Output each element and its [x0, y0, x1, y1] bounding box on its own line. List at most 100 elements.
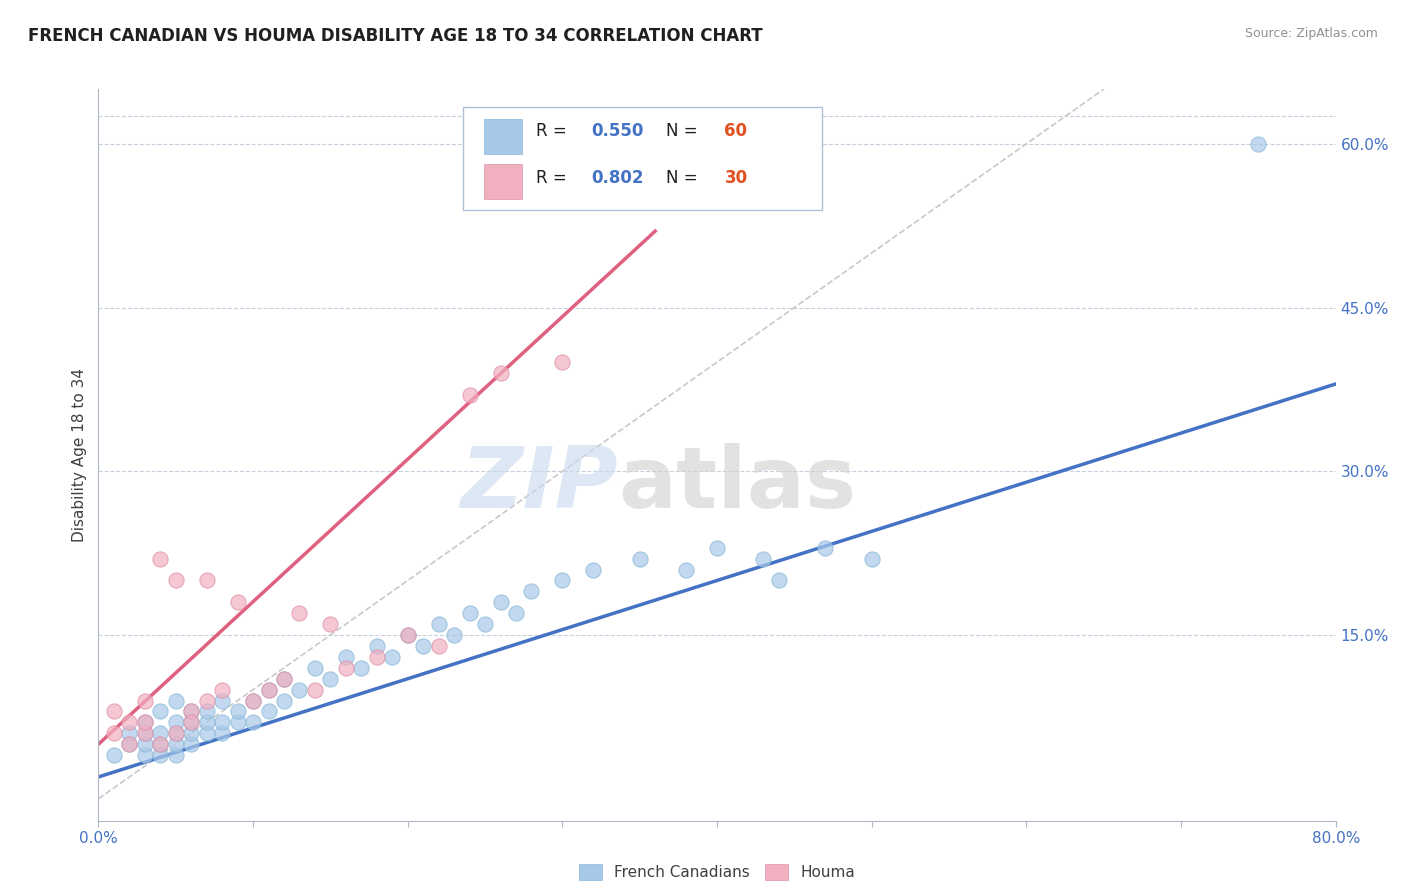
Text: FRENCH CANADIAN VS HOUMA DISABILITY AGE 18 TO 34 CORRELATION CHART: FRENCH CANADIAN VS HOUMA DISABILITY AGE … [28, 27, 762, 45]
Point [149, 551, 172, 566]
Point [350, 661, 373, 675]
Point [118, 715, 141, 730]
Point [335, 649, 357, 664]
Text: N =: N = [666, 169, 703, 186]
Point [134, 715, 156, 730]
Point [458, 606, 481, 620]
Point [860, 551, 883, 566]
Point [288, 682, 311, 697]
Point [165, 715, 187, 730]
FancyBboxPatch shape [464, 108, 823, 210]
Point [134, 693, 156, 707]
Point [366, 649, 388, 664]
Point [335, 661, 357, 675]
Point [768, 574, 790, 588]
FancyBboxPatch shape [485, 163, 522, 199]
Text: atlas: atlas [619, 442, 856, 525]
Point [134, 737, 156, 751]
Point [195, 715, 218, 730]
Point [134, 726, 156, 740]
Point [118, 737, 141, 751]
Point [211, 715, 233, 730]
Point [273, 672, 295, 686]
Point [814, 541, 837, 555]
Point [226, 595, 249, 609]
Point [211, 693, 233, 707]
Point [304, 682, 326, 697]
Point [195, 726, 218, 740]
Point [412, 639, 434, 653]
Point [149, 705, 172, 719]
Point [165, 737, 187, 751]
Text: 30: 30 [724, 169, 748, 186]
Point [257, 705, 280, 719]
Point [226, 715, 249, 730]
Text: R =: R = [537, 122, 572, 140]
Point [165, 748, 187, 763]
Point [273, 693, 295, 707]
Point [165, 574, 187, 588]
Point [319, 672, 342, 686]
Point [165, 726, 187, 740]
Point [706, 541, 728, 555]
Point [134, 715, 156, 730]
Text: ZIP: ZIP [460, 442, 619, 525]
Point [211, 682, 233, 697]
Point [551, 574, 574, 588]
Point [551, 355, 574, 369]
Point [381, 649, 404, 664]
Text: N =: N = [666, 122, 703, 140]
Point [149, 726, 172, 740]
FancyBboxPatch shape [485, 119, 522, 154]
Point [118, 737, 141, 751]
Point [180, 715, 202, 730]
Point [103, 726, 125, 740]
Point [582, 563, 605, 577]
Point [180, 726, 202, 740]
Point [180, 705, 202, 719]
Point [149, 748, 172, 763]
Point [103, 748, 125, 763]
Point [180, 715, 202, 730]
Point [180, 737, 202, 751]
Point [489, 595, 512, 609]
Point [288, 606, 311, 620]
Text: 0.550: 0.550 [591, 122, 643, 140]
Point [319, 617, 342, 632]
Point [257, 682, 280, 697]
Point [195, 705, 218, 719]
Text: R =: R = [537, 169, 572, 186]
Point [505, 606, 527, 620]
Point [396, 628, 419, 642]
Point [396, 628, 419, 642]
Point [149, 737, 172, 751]
Point [242, 693, 264, 707]
Point [180, 705, 202, 719]
Point [103, 705, 125, 719]
Point [242, 693, 264, 707]
Point [304, 661, 326, 675]
Point [134, 726, 156, 740]
Point [195, 574, 218, 588]
Point [520, 584, 543, 599]
Point [752, 551, 775, 566]
Point [165, 726, 187, 740]
Point [675, 563, 697, 577]
Point [134, 748, 156, 763]
Text: 0.802: 0.802 [591, 169, 644, 186]
Point [1247, 136, 1270, 151]
Point [474, 617, 496, 632]
Point [226, 705, 249, 719]
Point [211, 726, 233, 740]
Point [242, 715, 264, 730]
Point [443, 628, 465, 642]
Point [458, 388, 481, 402]
Point [273, 672, 295, 686]
Point [427, 617, 450, 632]
Point [366, 639, 388, 653]
Text: Source: ZipAtlas.com: Source: ZipAtlas.com [1244, 27, 1378, 40]
Point [427, 639, 450, 653]
Point [257, 682, 280, 697]
Legend: French Canadians, Houma: French Canadians, Houma [572, 858, 862, 886]
Point [165, 693, 187, 707]
